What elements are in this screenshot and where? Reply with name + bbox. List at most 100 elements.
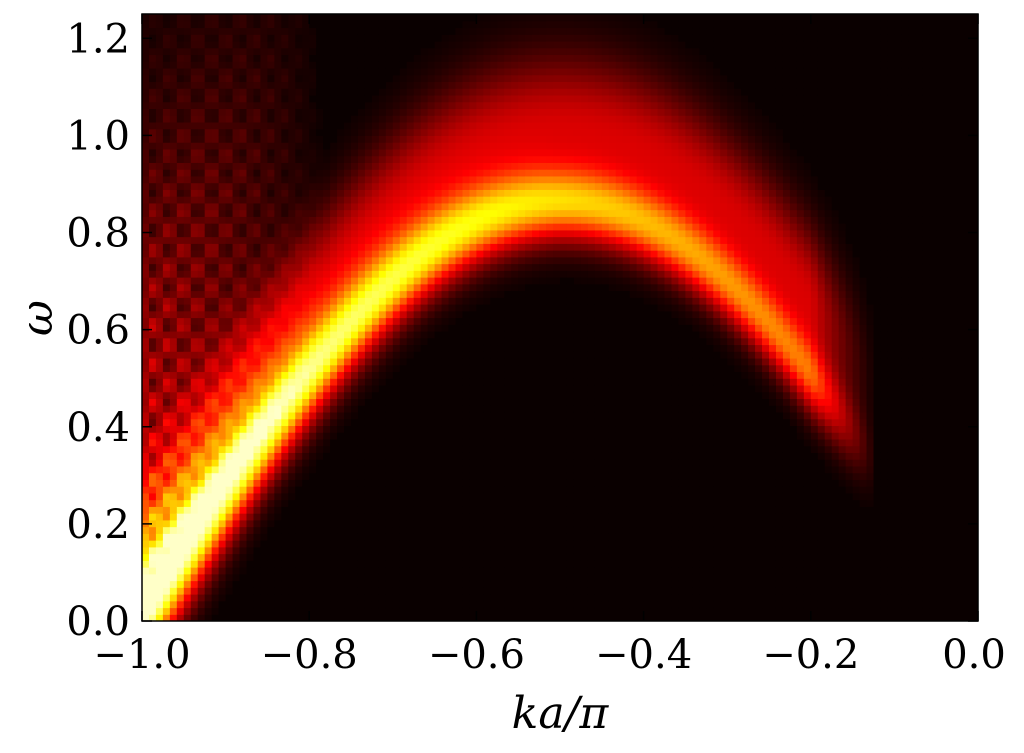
heatmap-cell (337, 47, 345, 56)
heatmap-cell (351, 594, 359, 602)
heatmap-cell (420, 614, 429, 621)
heatmap-cell (344, 317, 352, 325)
heatmap-cell (316, 74, 324, 83)
heatmap-cell (274, 162, 282, 170)
heatmap-cell (330, 54, 338, 62)
heatmap-cell (371, 330, 380, 339)
heatmap-cell (204, 61, 213, 69)
heatmap-cell (441, 465, 450, 474)
heatmap-cell (316, 202, 324, 211)
heatmap-cell (260, 256, 268, 265)
heatmap-cell (490, 108, 498, 116)
heatmap-cell (518, 573, 526, 582)
heatmap-cell (162, 378, 171, 386)
heatmap-cell (148, 344, 157, 352)
heatmap-cell (142, 175, 150, 184)
heatmap-cell (399, 540, 408, 548)
heatmap-cell (476, 506, 484, 514)
heatmap-cell (476, 533, 484, 541)
heatmap-cell (455, 425, 464, 433)
heatmap-cell (295, 344, 303, 352)
heatmap-cell (142, 344, 150, 352)
heatmap-cell (288, 216, 296, 224)
heatmap-cell (267, 135, 275, 143)
heatmap-cell (413, 277, 422, 285)
heatmap-cell (448, 594, 457, 602)
heatmap-cell (267, 27, 275, 35)
heatmap-cell (323, 20, 331, 29)
heatmap-cell (330, 108, 338, 116)
heatmap-cell (455, 479, 464, 487)
heatmap-cell (253, 243, 262, 251)
heatmap-cell (232, 27, 241, 35)
heatmap-cell (378, 492, 387, 501)
heatmap-cell (371, 40, 380, 49)
heatmap-cell (385, 94, 394, 103)
heatmap-cell (302, 526, 310, 534)
heatmap-cell (441, 459, 450, 467)
heatmap-cell (253, 492, 262, 501)
heatmap-cell (511, 506, 519, 514)
heatmap-cell (225, 425, 234, 433)
heatmap-cell (344, 20, 352, 29)
heatmap-cell (434, 121, 443, 130)
heatmap-cell (253, 202, 262, 211)
heatmap-cell (295, 209, 303, 217)
heatmap-cell (462, 223, 471, 231)
heatmap-cell (246, 452, 255, 460)
heatmap-cell (406, 250, 415, 258)
heatmap-cell (497, 175, 505, 184)
heatmap-cell (371, 94, 380, 103)
heatmap-cell (204, 553, 213, 561)
heatmap-cell (225, 560, 234, 568)
heatmap-cell (204, 337, 213, 346)
heatmap-cell (316, 135, 324, 143)
heatmap-cell (399, 506, 408, 514)
heatmap-cell (169, 513, 178, 521)
heatmap-cell (142, 67, 150, 76)
heatmap-cell (162, 34, 171, 42)
heatmap-cell (371, 472, 380, 480)
heatmap-cell (316, 594, 324, 602)
heatmap-cell (169, 324, 178, 332)
heatmap-cell (155, 304, 164, 312)
heatmap-cell (420, 189, 429, 197)
heatmap-cell (281, 486, 289, 494)
heatmap-cell (330, 614, 338, 621)
heatmap-cell (169, 94, 178, 103)
heatmap-cell (511, 472, 519, 480)
heatmap-cell (183, 290, 192, 298)
heatmap-cell (295, 391, 303, 400)
heatmap-cell (511, 169, 519, 177)
heatmap-cell (392, 88, 401, 96)
heatmap-cell (462, 546, 471, 555)
heatmap-cell (337, 209, 345, 217)
heatmap-cell (155, 175, 164, 184)
heatmap-cell (162, 162, 171, 170)
heatmap-cell (344, 142, 352, 150)
heatmap-cell (344, 250, 352, 258)
heatmap-cell (142, 540, 150, 548)
heatmap-cell (302, 263, 310, 271)
heatmap-cell (218, 486, 227, 494)
heatmap-cell (420, 506, 429, 514)
heatmap-cell (406, 492, 415, 501)
heatmap-cell (490, 209, 498, 217)
heatmap-cell (316, 452, 324, 460)
heatmap-cell (413, 317, 422, 325)
heatmap-cell (274, 479, 282, 487)
heatmap-cell (525, 344, 533, 352)
heatmap-cell (392, 115, 401, 123)
heatmap-cell (344, 290, 352, 298)
heatmap-cell (169, 34, 178, 42)
heatmap-cell (197, 600, 206, 609)
heatmap-cell (218, 533, 227, 541)
heatmap-cell (371, 553, 380, 561)
heatmap-cell (204, 513, 213, 521)
heatmap-cell (455, 391, 464, 400)
heatmap-cell (274, 432, 282, 440)
heatmap-cell (371, 54, 380, 62)
heatmap-cell (197, 378, 206, 386)
heatmap-cell (211, 47, 220, 56)
heatmap-cell (288, 587, 296, 595)
